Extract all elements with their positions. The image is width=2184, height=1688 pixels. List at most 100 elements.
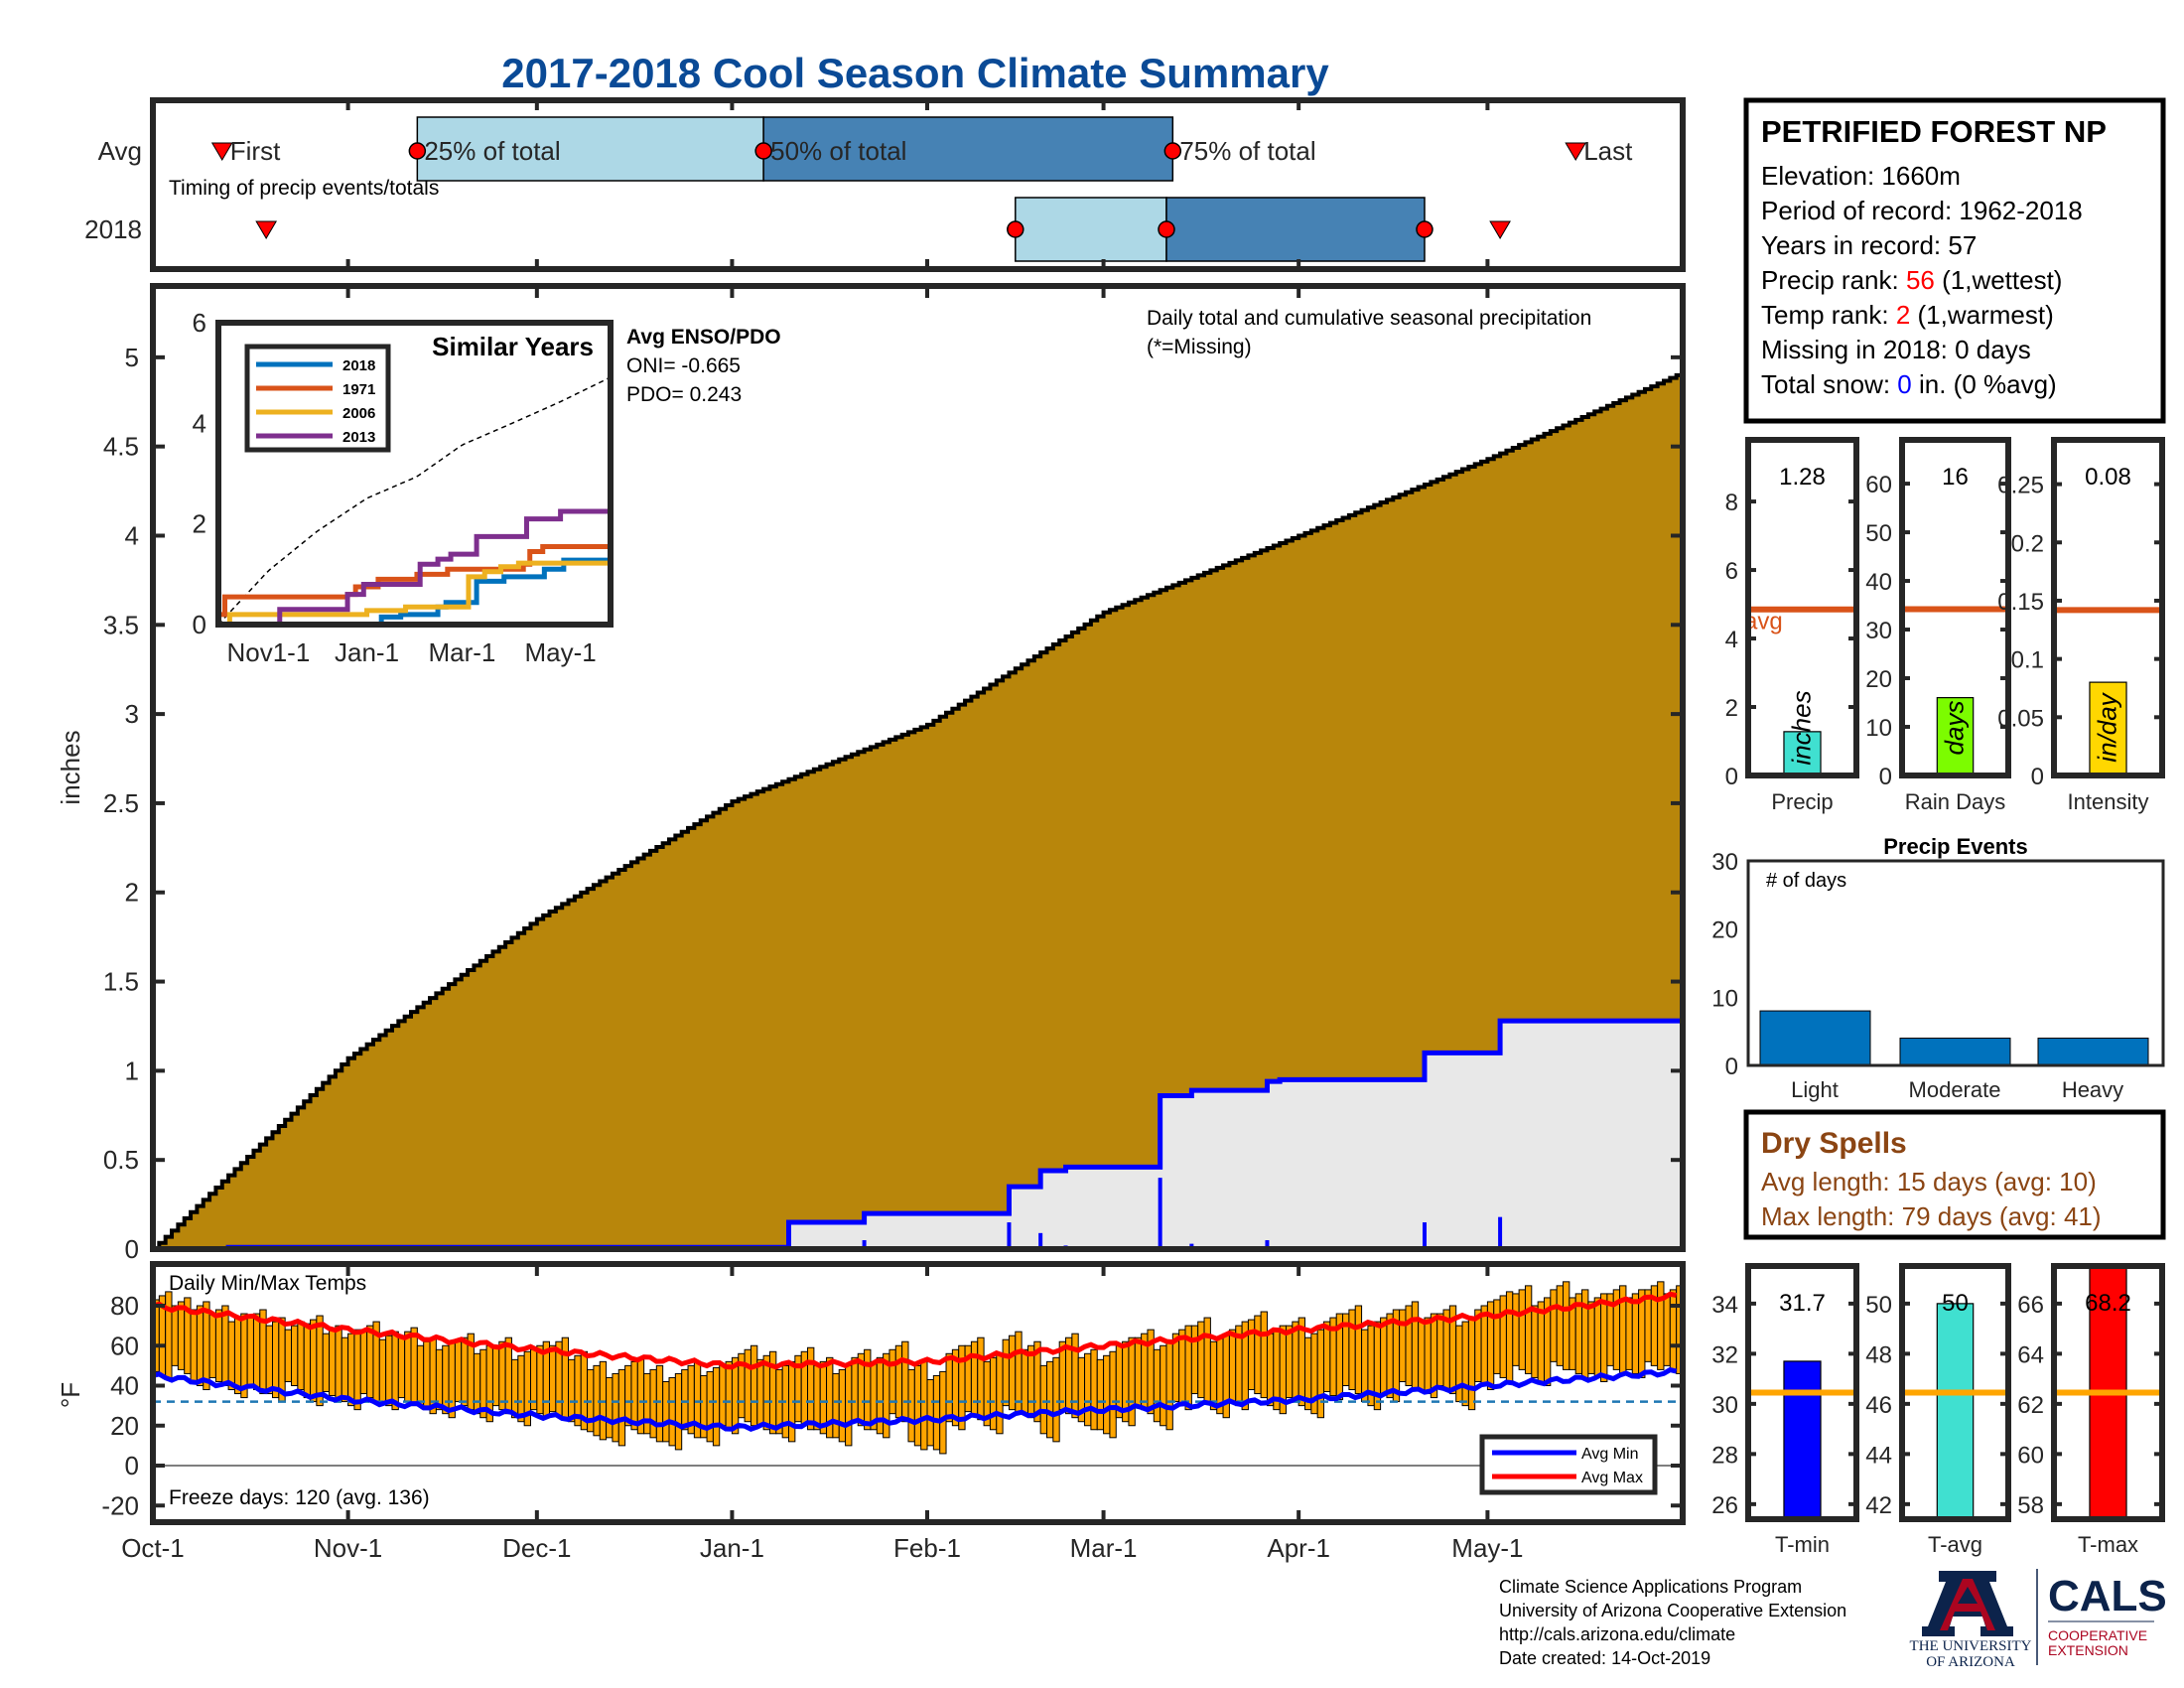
p50-label: 50% of total bbox=[770, 136, 906, 166]
mini-y-tick: 28 bbox=[1711, 1442, 1738, 1469]
mini-y-tick: 0 bbox=[2031, 764, 2044, 790]
daily-temp-bar bbox=[1663, 1293, 1671, 1366]
daily-temp-bar bbox=[1052, 1356, 1060, 1443]
p25-marker bbox=[408, 142, 427, 160]
station-elevation: Elevation: 1660m bbox=[1761, 161, 1961, 191]
timing-caption: Timing of precip events/totals bbox=[169, 177, 439, 200]
mini-y-tick: 0.1 bbox=[2011, 647, 2044, 674]
dry-spells-border bbox=[1743, 1109, 2166, 1240]
precip-events-chart: Light Moderate Heavy 0 10 20 30 # of days Precip… bbox=[1711, 834, 2165, 1102]
daily-temp-bar bbox=[1550, 1289, 1558, 1362]
y-tick-label: 4 bbox=[125, 520, 139, 550]
daily-temp-bar bbox=[662, 1380, 670, 1443]
block-a-inner-icon bbox=[1940, 1579, 1995, 1630]
daily-temp-bar bbox=[329, 1329, 337, 1397]
value-label: 50 bbox=[1942, 1290, 1969, 1317]
last-event-marker bbox=[1565, 142, 1587, 161]
temps-legend-box bbox=[1479, 1434, 1658, 1495]
last-label: Last bbox=[1583, 136, 1633, 166]
mini-y-tick: 26 bbox=[1711, 1492, 1738, 1519]
temp-y-tick: 60 bbox=[110, 1331, 139, 1360]
temps-title: Daily Min/Max Temps bbox=[169, 1272, 366, 1295]
daily-temp-bar bbox=[643, 1372, 651, 1435]
daily-temp-bar bbox=[655, 1364, 664, 1443]
inset-y-tick: 4 bbox=[193, 408, 206, 438]
daily-temp-bar bbox=[1008, 1335, 1017, 1411]
event-category-label: Heavy bbox=[2062, 1077, 2123, 1102]
daily-temp-bar bbox=[410, 1327, 418, 1407]
y-tick-label: 5 bbox=[125, 343, 139, 372]
daily-temp-bar bbox=[1348, 1309, 1356, 1391]
daily-temp-bar bbox=[926, 1378, 934, 1447]
inset-axes-frame bbox=[215, 320, 614, 628]
inset-legend-box bbox=[244, 344, 391, 453]
mini-axes-frame bbox=[1745, 437, 1859, 778]
dry-spells-avg: Avg length: 15 days (avg: 10) bbox=[1761, 1167, 2097, 1196]
event-bar-light bbox=[1759, 1010, 1871, 1066]
daily-temp-bar bbox=[196, 1305, 205, 1386]
daily-temp-bar bbox=[907, 1368, 915, 1443]
events-y-tick: 20 bbox=[1711, 917, 1738, 944]
daily-temp-bar bbox=[177, 1301, 186, 1370]
p25-label: 25% of total bbox=[424, 136, 560, 166]
daily-temp-bar bbox=[385, 1335, 393, 1407]
events-y-tick: 30 bbox=[1711, 849, 1738, 876]
y-axis-label: inches bbox=[56, 730, 85, 804]
mini-y-tick: 32 bbox=[1711, 1341, 1738, 1368]
similar-years-inset: 2018 1971 2006 2013 Similar Years 0 2 4 6 Nov1-1 J… bbox=[193, 308, 614, 667]
daily-temp-bar bbox=[1134, 1336, 1143, 1407]
daily-temp-bar bbox=[894, 1344, 903, 1419]
station-name: PETRIFIED FOREST NP bbox=[1761, 114, 2107, 149]
series-line-2006 bbox=[218, 560, 611, 628]
dry-spells-max: Max length: 79 days (avg: 41) bbox=[1761, 1201, 2102, 1231]
p25-marker bbox=[1007, 220, 1024, 238]
daily-temp-bar bbox=[165, 1291, 173, 1380]
daily-temp-bar bbox=[1505, 1291, 1514, 1382]
daily-temp-bar bbox=[725, 1360, 733, 1431]
category-label: T-min bbox=[1775, 1532, 1830, 1557]
daily-temp-bar bbox=[536, 1344, 544, 1415]
mini-y-tick: 50 bbox=[1865, 520, 1892, 547]
dry-spells-box: Dry Spells Avg length: 15 days (avg: 10)… bbox=[1743, 1109, 2166, 1240]
first-event-marker bbox=[255, 220, 278, 239]
p50-marker bbox=[1158, 220, 1175, 238]
daily-temp-bar bbox=[1467, 1317, 1476, 1411]
figure-title: 2017-2018 Cool Season Climate Summary bbox=[501, 50, 1329, 96]
mini-y-tick: 34 bbox=[1711, 1292, 1738, 1319]
station-precip-rank: Precip rank: 56 (1,wettest) bbox=[1761, 265, 2062, 295]
obs-cumulative-line bbox=[153, 1018, 1683, 1252]
ua-logo-text: THE UNIVERSITY bbox=[1910, 1638, 2032, 1654]
x-tick-label: Oct-1 bbox=[121, 1533, 185, 1563]
temp-y-axis-label: °F bbox=[56, 1382, 85, 1408]
chart-caption: Daily total and cumulative seasonal prec… bbox=[1147, 307, 1591, 330]
footer-credits: Climate Science Applications Program Uni… bbox=[1499, 1577, 1846, 1668]
mini-y-tick: 62 bbox=[2017, 1392, 2044, 1419]
timing-axes-frame bbox=[150, 97, 1686, 272]
x-tick-label: Mar-1 bbox=[1070, 1533, 1138, 1563]
daily-temp-bar bbox=[1399, 1309, 1407, 1382]
footer-line: University of Arizona Cooperative Extens… bbox=[1499, 1601, 1846, 1620]
y-tick-label: 0.5 bbox=[103, 1145, 139, 1175]
inset-title: Similar Years bbox=[432, 332, 594, 361]
daily-temp-bar bbox=[1644, 1289, 1652, 1362]
events-title: Precip Events bbox=[1883, 834, 2028, 859]
daily-temp-bar bbox=[932, 1374, 941, 1451]
category-label: Precip bbox=[1771, 789, 1833, 814]
x-tick-label: May-1 bbox=[1451, 1533, 1523, 1563]
daily-temp-bar bbox=[335, 1325, 342, 1401]
legend-label: 2018 bbox=[342, 357, 375, 374]
freeze-days-text: Freeze days: 120 (avg. 136) bbox=[169, 1486, 430, 1509]
station-missing: Missing in 2018: 0 days bbox=[1761, 335, 2031, 364]
footer-line: http://cals.arizona.edu/climate bbox=[1499, 1624, 1735, 1644]
avg-cumulative-dashed-line bbox=[217, 377, 610, 626]
y-tick-label: 4.5 bbox=[103, 432, 139, 462]
daily-temp-bar bbox=[498, 1340, 506, 1411]
daily-temp-bar bbox=[291, 1325, 299, 1386]
daily-temp-bar bbox=[252, 1313, 261, 1391]
daily-temp-bar bbox=[442, 1344, 450, 1415]
daily-temp-bar bbox=[208, 1313, 216, 1378]
mini-y-tick: 44 bbox=[1865, 1442, 1892, 1469]
daily-temp-bar bbox=[901, 1340, 909, 1423]
daily-temp-bar bbox=[1418, 1321, 1426, 1391]
daily-temp-bar bbox=[996, 1352, 1004, 1435]
